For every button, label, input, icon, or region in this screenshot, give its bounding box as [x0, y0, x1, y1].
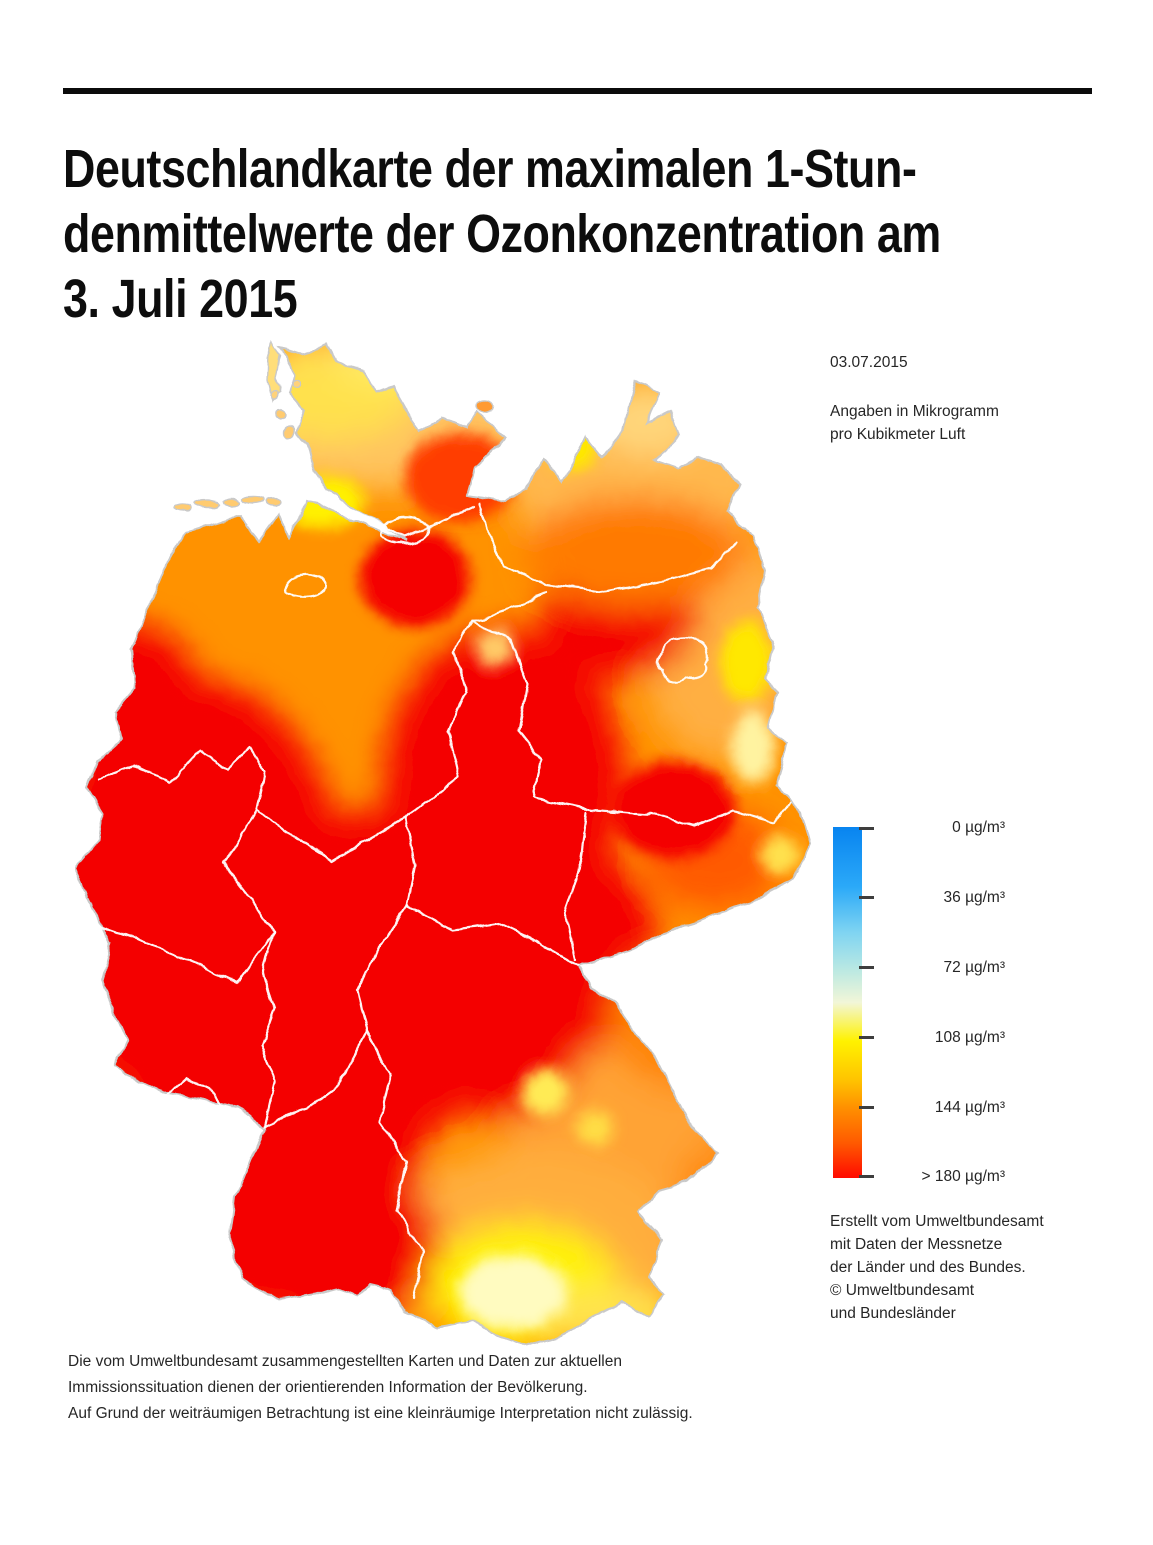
attribution: Erstellt vom Umweltbundesamt mit Daten d…: [830, 1213, 1044, 1322]
units-note: Angaben in Mikrogramm pro Kubikmeter Luf…: [830, 403, 999, 443]
legend-label-108: 108 µg/m³: [934, 1029, 1005, 1046]
legend-label-144: 144 µg/m³: [934, 1099, 1005, 1116]
state-borders: [95, 490, 793, 1300]
map-rough-group: [75, 340, 812, 1347]
footer-disclaimer: Die vom Umweltbundesamt zusammengestellt…: [68, 1353, 693, 1422]
legend-label-180: > 180 µg/m³: [921, 1168, 1005, 1185]
legend-tick: [859, 827, 874, 830]
legend-tick: [859, 966, 874, 969]
berlin-border: [654, 636, 709, 683]
germany-ozone-map: [75, 340, 812, 1347]
legend-gradient-bar: [833, 827, 862, 1178]
legend-label-36: 36 µg/m³: [943, 889, 1005, 906]
legend-tick: [859, 1036, 874, 1039]
legend-tick: [859, 896, 874, 899]
map-date: 03.07.2015: [830, 354, 908, 371]
color-legend: 0 µg/m³ 36 µg/m³ 72 µg/m³ 108 µg/m³ 144 …: [833, 819, 1093, 1185]
legend-label-0: 0 µg/m³: [952, 819, 1005, 836]
hamburg-border: [378, 516, 429, 544]
legend-tick: [859, 1106, 874, 1109]
germany-map-svg: [75, 340, 812, 1347]
page-title: Deutschlandkarte der maximalen 1-Stun- d…: [63, 139, 941, 330]
ozone-raster: [75, 344, 810, 1346]
islands: [172, 340, 495, 513]
legend-tick: [859, 1175, 874, 1178]
germany-outline: [75, 342, 812, 1347]
bremen-border: [284, 573, 327, 598]
legend-label-72: 72 µg/m³: [943, 959, 1005, 976]
title-rule: [63, 88, 1092, 94]
